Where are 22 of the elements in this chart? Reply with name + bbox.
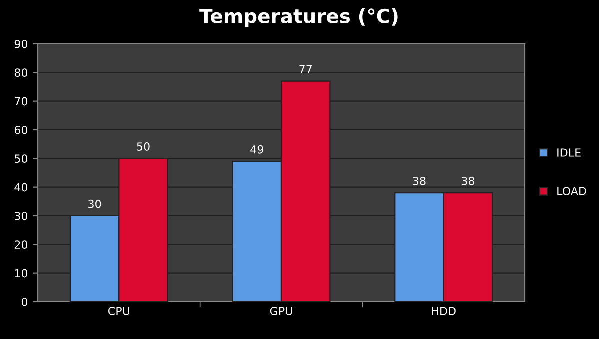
- y-tick-label: 40: [14, 183, 28, 192]
- data-label: 30: [88, 200, 102, 208]
- y-tick-label: 30: [14, 212, 28, 220]
- y-tick-label: 90: [14, 40, 28, 48]
- data-label: 49: [250, 145, 264, 154]
- y-tick-label: 0: [22, 298, 28, 306]
- data-label: 38: [462, 176, 474, 186]
- x-tick-label: HDD: [432, 307, 456, 316]
- x-tick-label: CPU: [108, 307, 130, 316]
- y-tick-label: 60: [14, 126, 28, 134]
- y-tick-label: 20: [14, 240, 28, 250]
- legend-label: IDLE: [558, 148, 581, 157]
- data-label: 50: [137, 142, 150, 151]
- y-tick-label: 80: [14, 68, 28, 78]
- y-tick-label: 50: [14, 154, 28, 164]
- x-tick-label: GPU: [270, 307, 292, 316]
- data-label: 77: [300, 65, 312, 74]
- y-tick-label: 10: [15, 269, 28, 278]
- legend-label: LOAD: [558, 187, 586, 196]
- data-label: 38: [413, 176, 426, 186]
- chart-title: Temperatures (°C): [200, 8, 398, 28]
- y-tick-label: 70: [15, 97, 28, 106]
